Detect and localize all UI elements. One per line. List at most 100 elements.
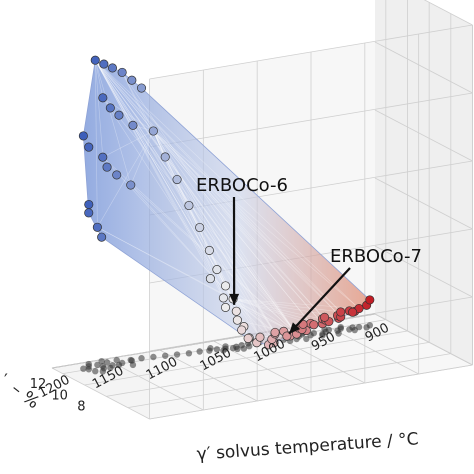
- hull-edge: [94, 60, 132, 186]
- y-axis-title-prefix: ′: [4, 371, 8, 391]
- shadow-point: [213, 346, 221, 353]
- shadow-point: [185, 350, 193, 357]
- hull-edge: [130, 184, 234, 300]
- x-axis-title: γ′ solvus temperature / °C: [196, 429, 419, 464]
- data-point: [136, 83, 147, 93]
- shadow-point: [94, 361, 101, 369]
- annotation-arrow: [288, 267, 351, 335]
- hull-edge: [232, 298, 275, 343]
- hull-edge: [95, 60, 261, 338]
- data-point: [127, 75, 137, 85]
- grid-line: [374, 109, 473, 162]
- hull-edge: [95, 60, 250, 338]
- grid-line: [374, 41, 473, 94]
- data-point: [102, 162, 112, 172]
- data-point: [195, 222, 205, 233]
- annotation-label: ERBOCo-7: [330, 246, 422, 267]
- shadow-point: [366, 322, 374, 329]
- hull-edge: [130, 184, 297, 335]
- hull-edge: [95, 60, 297, 335]
- y-tick-label: 8: [77, 400, 85, 415]
- hull-edge: [95, 60, 326, 321]
- shadow-point: [319, 332, 326, 339]
- hull-edge: [95, 60, 200, 228]
- shadow-point: [335, 330, 342, 337]
- grid-line: [423, 0, 473, 26]
- data-point: [348, 307, 358, 317]
- hull-edge: [95, 59, 341, 313]
- data-point: [184, 200, 194, 211]
- hull-edge: [95, 60, 224, 299]
- hull-edge: [97, 227, 297, 335]
- data-point: [84, 142, 94, 152]
- y-tick-label: 12: [30, 377, 47, 392]
- data-point: [212, 265, 222, 275]
- shadow-point: [113, 356, 120, 364]
- data-point: [336, 307, 346, 317]
- grid-line: [159, 349, 258, 402]
- data-point: [92, 222, 102, 232]
- hull-edge: [153, 130, 166, 158]
- hull-edge: [130, 130, 154, 186]
- hull-edge: [232, 298, 276, 335]
- data-point: [90, 55, 100, 65]
- hull-edge: [102, 97, 297, 335]
- data-point: [231, 306, 241, 316]
- hull-edge: [95, 60, 297, 335]
- shadow-point: [337, 323, 344, 331]
- hull-edge: [153, 130, 261, 338]
- annotation-arrowhead: [229, 293, 240, 305]
- hull-edge: [97, 227, 234, 300]
- shadow-point: [207, 345, 214, 352]
- hull-edge: [95, 59, 360, 309]
- y-tick-label: 10: [51, 388, 68, 403]
- data-point: [220, 281, 231, 291]
- hull-edge: [232, 298, 311, 324]
- shadow-point: [196, 348, 203, 355]
- shadow-point: [103, 359, 111, 366]
- hull-edge: [121, 72, 154, 132]
- hull-edge: [132, 125, 297, 335]
- shadow-point: [351, 326, 358, 334]
- data-point: [220, 302, 231, 312]
- data-point: [84, 199, 94, 210]
- shadow-point: [303, 335, 310, 343]
- shadow-point: [150, 353, 157, 361]
- data-point: [126, 180, 136, 190]
- data-point: [117, 67, 127, 77]
- hull-edge: [233, 298, 341, 313]
- hull-edge: [153, 130, 323, 324]
- hull-edge: [232, 298, 261, 338]
- shadow-point: [99, 368, 107, 375]
- annotation-arrowhead: [289, 322, 301, 334]
- hull-edge: [199, 227, 297, 335]
- data-point: [205, 274, 215, 284]
- side-pane: [375, 0, 473, 365]
- shadow-point: [129, 361, 137, 369]
- data-point: [232, 315, 242, 325]
- hull-edge: [95, 60, 311, 324]
- grid-line: [105, 358, 204, 411]
- shadow-point: [85, 366, 92, 373]
- y-axis-line: [374, 313, 473, 366]
- shadow-point: [310, 329, 318, 337]
- hull-edge: [233, 298, 323, 324]
- shadow-point: [127, 356, 134, 364]
- data-point: [270, 327, 280, 337]
- hull-edge: [97, 130, 154, 228]
- grid-line: [374, 177, 473, 230]
- shadow-point: [115, 361, 123, 369]
- hull-edge: [94, 60, 98, 228]
- hull-edge: [102, 156, 297, 335]
- grid-line: [84, 330, 408, 386]
- shadow-point: [173, 351, 181, 358]
- shadow-point: [238, 342, 245, 349]
- hull-edge: [102, 97, 154, 132]
- data-point: [172, 174, 182, 185]
- hull-edge: [94, 60, 104, 158]
- hull-edge: [153, 130, 326, 321]
- hull-edge: [95, 60, 134, 126]
- hull-edge: [102, 130, 154, 158]
- hull-edge: [121, 72, 297, 335]
- shadow-point: [107, 364, 114, 372]
